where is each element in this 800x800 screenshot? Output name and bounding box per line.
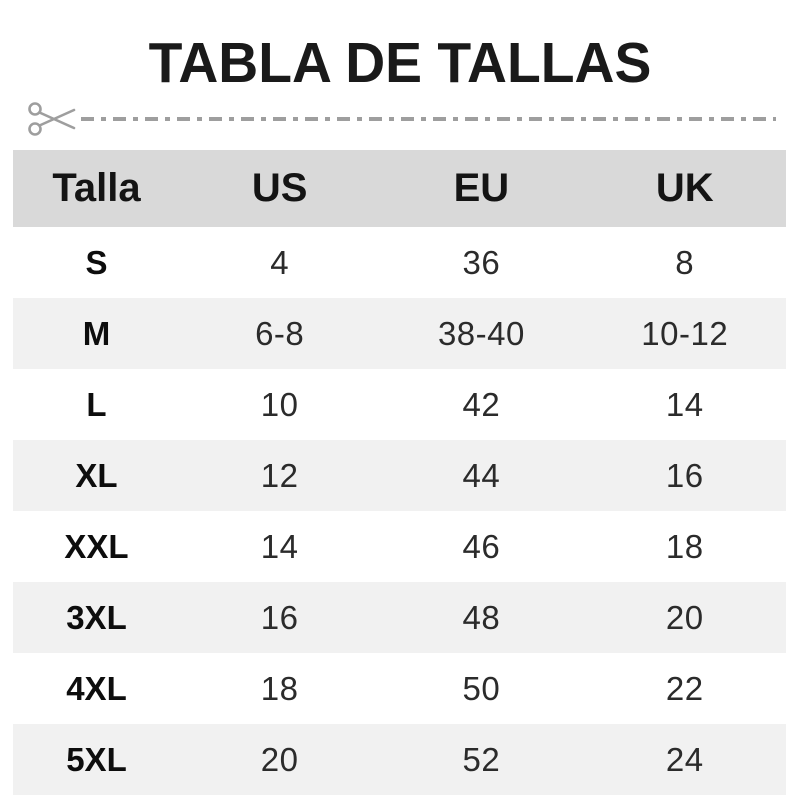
us-value: 4 xyxy=(270,243,290,281)
uk-value: 24 xyxy=(665,740,704,778)
size-label: 5XL xyxy=(66,740,127,778)
eu-value: 44 xyxy=(462,456,501,494)
size-label: 4XL xyxy=(66,669,127,707)
uk-value: 22 xyxy=(665,669,704,707)
size-label: 3XL xyxy=(66,598,127,636)
eu-value: 52 xyxy=(462,740,501,778)
cut-here-divider xyxy=(27,98,776,140)
us-value: 10 xyxy=(260,385,299,423)
uk-value: 14 xyxy=(665,385,704,423)
uk-value: 10-12 xyxy=(641,314,729,352)
table-row-xxl: XXL 14 46 18 xyxy=(13,511,786,582)
us-value: 14 xyxy=(260,527,299,565)
column-header-talla: Talla xyxy=(52,166,141,210)
column-header-eu: EU xyxy=(453,166,510,210)
table-row-l: L 10 42 14 xyxy=(13,369,786,440)
eu-value: 50 xyxy=(462,669,501,707)
eu-value: 48 xyxy=(462,598,501,636)
size-label: L xyxy=(86,385,107,423)
uk-value: 16 xyxy=(665,456,704,494)
us-value: 12 xyxy=(260,456,299,494)
eu-value: 42 xyxy=(462,385,501,423)
size-label: XL xyxy=(75,456,118,494)
eu-value: 38-40 xyxy=(437,314,525,352)
eu-value: 36 xyxy=(462,243,501,281)
table-row-3xl: 3XL 16 48 20 xyxy=(13,582,786,653)
uk-value: 18 xyxy=(665,527,704,565)
table-row-xl: XL 12 44 16 xyxy=(13,440,786,511)
page-title: TABLA DE TALLAS xyxy=(148,31,652,95)
column-header-us: US xyxy=(251,166,308,210)
us-value: 20 xyxy=(260,740,299,778)
us-value: 16 xyxy=(260,598,299,636)
table-row-m: M 6-8 38-40 10-12 xyxy=(13,298,786,369)
size-table: Talla US EU UK S 4 36 8 M 6-8 38-40 10-1… xyxy=(13,150,786,795)
column-header-uk: UK xyxy=(655,166,714,210)
table-row-s: S 4 36 8 xyxy=(13,227,786,298)
size-label: S xyxy=(85,243,108,281)
table-row-4xl: 4XL 18 50 22 xyxy=(13,653,786,724)
table-row-5xl: 5XL 20 52 24 xyxy=(13,724,786,795)
table-header-row: Talla US EU UK xyxy=(13,150,786,227)
scissors-icon xyxy=(28,102,76,136)
us-value: 6-8 xyxy=(255,314,305,352)
us-value: 18 xyxy=(260,669,299,707)
eu-value: 46 xyxy=(462,527,501,565)
uk-value: 8 xyxy=(675,243,695,281)
dash-dot-line xyxy=(81,117,776,121)
size-label: M xyxy=(82,314,111,352)
size-label: XXL xyxy=(64,527,129,565)
uk-value: 20 xyxy=(665,598,704,636)
